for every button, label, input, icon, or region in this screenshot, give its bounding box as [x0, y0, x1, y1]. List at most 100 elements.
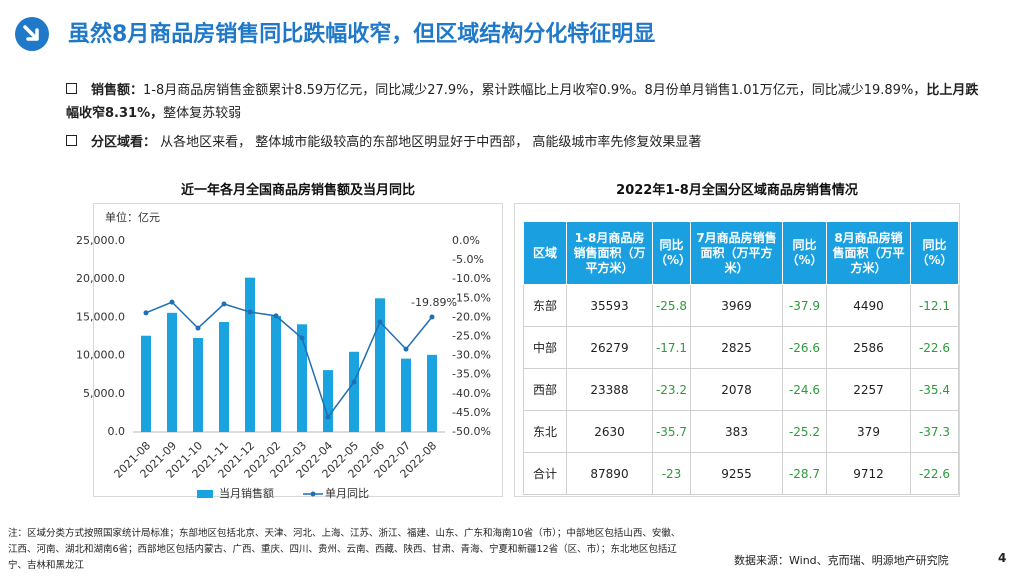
line-point: [429, 314, 435, 320]
cell: 383: [690, 410, 783, 453]
cell: 中部: [523, 326, 567, 369]
chart-title: 近一年各月全国商品房销售额及当月同比: [180, 183, 415, 198]
header-cell: 同比（%）: [910, 221, 959, 285]
legend-swatch: [197, 490, 213, 498]
bar: [167, 312, 177, 432]
bullet-text: 从各地区来看， 整体城市能级较高的东部地区明显好于中西部， 高能级城市率先修复效…: [156, 135, 702, 150]
cell: -17.1: [652, 326, 691, 369]
cell: -22.6: [910, 452, 959, 495]
footnote: 注：区域分类方式按照国家统计局标准；东部地区包括北京、天津、河北、上海、江苏、浙…: [8, 528, 681, 571]
table-row: 东北 2630 -35.7 383 -25.2 379 -37.3: [523, 410, 959, 453]
bar: [219, 321, 229, 432]
table-row: 东部 35593 -25.8 3969 -37.9 4490 -12.1: [523, 284, 959, 327]
cell: -12.1: [910, 284, 959, 327]
line-point: [377, 319, 383, 325]
y2-tick-label: -40.0%: [452, 387, 491, 400]
y-tick-label: 25,000.0: [76, 234, 125, 247]
cell: 23388: [566, 368, 653, 411]
cell: -22.6: [910, 326, 959, 369]
cell: -37.9: [782, 284, 827, 327]
table-frame: [514, 203, 960, 497]
y2-tick-label: -20.0%: [452, 310, 491, 323]
y2-tick-label: -5.0%: [452, 253, 484, 266]
y-tick-label: 5,000.0: [83, 387, 125, 400]
cell: 2825: [690, 326, 783, 369]
cell: 4490: [826, 284, 911, 327]
cell: -23: [652, 452, 691, 495]
y-tick-label: 15,000.0: [76, 310, 125, 323]
cell: 合计: [523, 452, 567, 495]
header-cell: 1-8月商品房销售面积（万平方米）: [566, 221, 653, 285]
cell: 东部: [523, 284, 567, 327]
title-icon: [15, 17, 49, 51]
header-cell: 同比（%）: [652, 221, 691, 285]
bar: [427, 354, 437, 432]
cell: 2078: [690, 368, 783, 411]
line-point: [325, 414, 331, 420]
y2-tick-label: -45.0%: [452, 406, 491, 419]
cell: 2586: [826, 326, 911, 369]
bullet-text: 整体复苏较弱: [163, 106, 242, 121]
cell: 379: [826, 410, 911, 453]
cell: 35593: [566, 284, 653, 327]
line-point: [195, 325, 201, 331]
y-tick-label: 20,000.0: [76, 272, 125, 285]
line-point: [403, 346, 409, 352]
legend-label: 当月销售额: [219, 486, 274, 500]
source: 数据来源：Wind、克而瑞、明源地产研究院: [734, 554, 949, 567]
line-point: [273, 313, 279, 319]
cell: -24.6: [782, 368, 827, 411]
table-title: 2022年1-8月全国分区域商品房销售情况: [616, 183, 858, 198]
table-row: 西部 23388 -23.2 2078 -24.6 2257 -35.4: [523, 368, 959, 411]
bullet-text: 1-8月商品房销售金额累计8.59万亿元，同比减少27.9%，累计跌幅比上月收窄…: [143, 83, 927, 98]
chart-frame: [93, 203, 503, 497]
cell: 26279: [566, 326, 653, 369]
table-row: 中部 26279 -17.1 2825 -26.6 2586 -22.6: [523, 326, 959, 369]
y-tick-label: 10,000.0: [76, 349, 125, 362]
bullet-label: 分区域看：: [91, 135, 157, 150]
bullet: 销售额：1-8月商品房销售金额累计8.59万亿元，同比减少27.9%，累计跌幅比…: [66, 79, 986, 125]
data-label: -19.89%: [411, 296, 457, 309]
y2-tick-label: -25.0%: [452, 330, 491, 343]
cell: 9255: [690, 452, 783, 495]
cell: 东北: [523, 410, 567, 453]
header-cell: 区域: [523, 221, 567, 285]
cell: 2630: [566, 410, 653, 453]
y2-tick-label: -10.0%: [452, 272, 491, 285]
cell: -25.8: [652, 284, 691, 327]
bar: [297, 324, 307, 432]
cell: -25.2: [782, 410, 827, 453]
cell: 西部: [523, 368, 567, 411]
bullet: 分区域看： 从各地区来看， 整体城市能级较高的东部地区明显好于中西部， 高能级城…: [66, 131, 986, 154]
line-point: [169, 299, 175, 305]
legend-label: 单月同比: [325, 487, 369, 500]
chart: 单位：亿元 0.0 5,000.0 10,000.0 15,000.0 20,000.0…: [76, 210, 491, 500]
header-cell: 7月商品房销售面积（万平方米）: [690, 221, 783, 285]
bar: [401, 358, 411, 432]
cell: -28.7: [782, 452, 827, 495]
y-tick-label: 0.0: [108, 425, 126, 438]
cell: 9712: [826, 452, 911, 495]
cell: -37.3: [910, 410, 959, 453]
bar: [271, 315, 281, 432]
table-row: 合计 87890 -23 9255 -28.7 9712 -22.6: [523, 452, 959, 495]
cell: -26.6: [782, 326, 827, 369]
bar: [323, 370, 333, 432]
cell: 87890: [566, 452, 653, 495]
header-cell: 8月商品房销售面积（万平方米）: [826, 221, 911, 285]
y2-tick-label: -35.0%: [452, 368, 491, 381]
cell: 3969: [690, 284, 783, 327]
cell: -35.7: [652, 410, 691, 453]
bullet-emphasis: 比上月跌幅收窄8.31%，: [66, 83, 979, 121]
bar: [375, 298, 385, 432]
y2-tick-label: 0.0%: [452, 234, 480, 247]
line-point: [351, 379, 357, 385]
bar: [141, 335, 151, 432]
y2-tick-label: -50.0%: [452, 425, 491, 438]
cell: -23.2: [652, 368, 691, 411]
cell: -35.4: [910, 368, 959, 411]
unit-label: 单位：亿元: [105, 210, 160, 224]
y2-tick-label: -15.0%: [452, 291, 491, 304]
line-point: [299, 335, 305, 341]
